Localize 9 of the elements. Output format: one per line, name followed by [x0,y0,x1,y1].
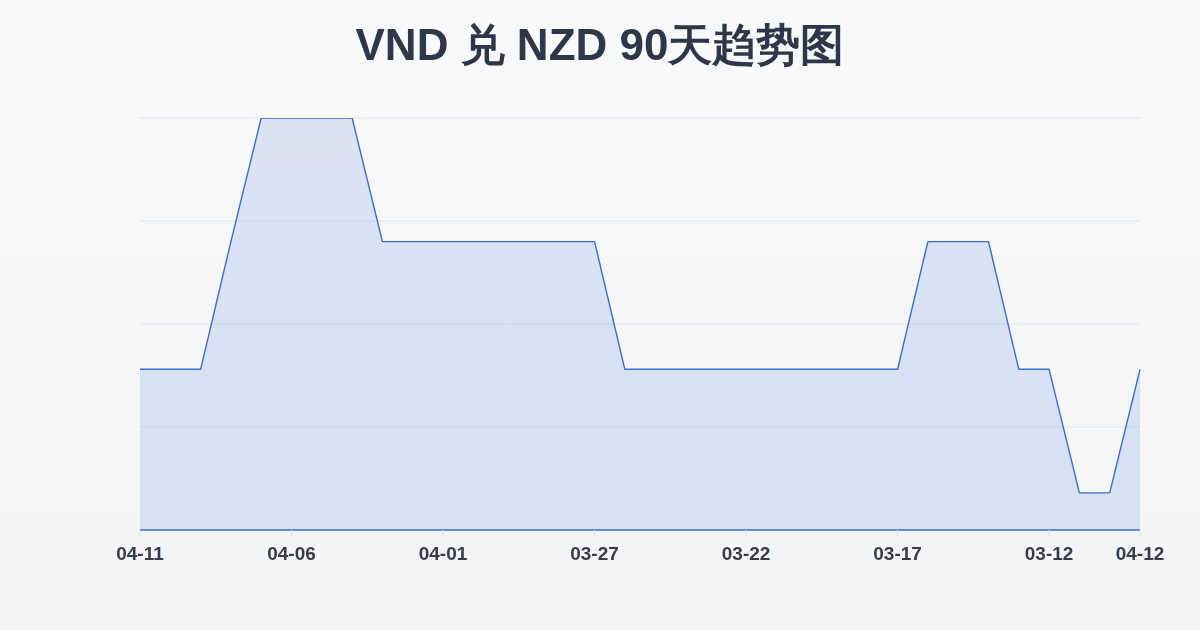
x-tick-label: 04-01 [418,543,468,564]
x-tick-label: 04-06 [267,543,316,564]
x-tick-label: 03-17 [873,543,922,564]
x-tick-label: 03-12 [1024,543,1074,564]
x-tick-label: 04-12 [1115,543,1165,564]
chart-title: VND 兑 NZD 90天趋势图 [354,19,846,71]
x-tick-label: 03-22 [721,543,771,564]
x-tick-label: 04-11 [116,543,165,564]
x-tick-label: 03-27 [570,543,619,564]
